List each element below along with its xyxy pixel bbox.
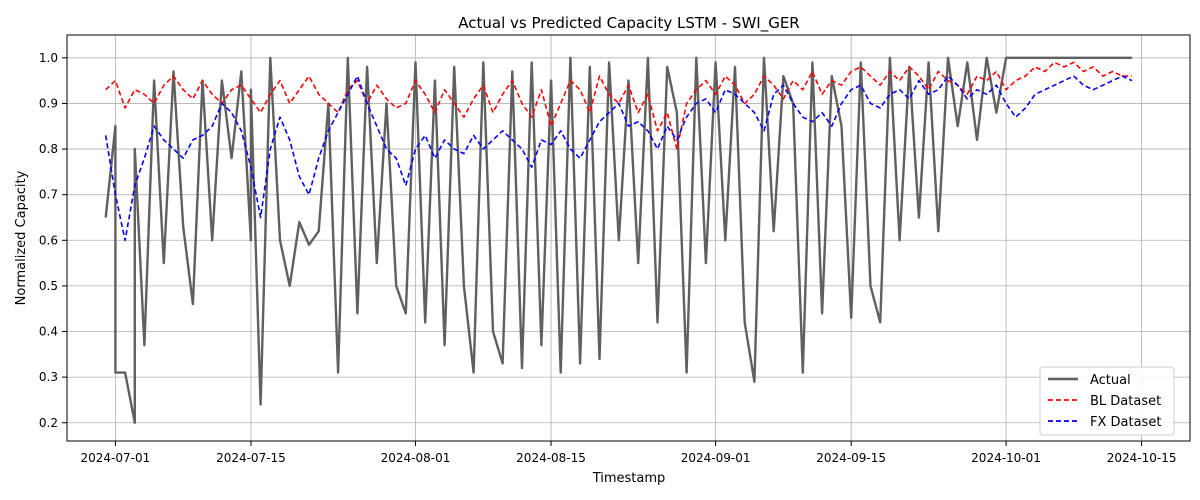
y-axis: 0.2 0.3 0.4 0.5 0.6 0.7 0.8 0.9 1.0 [39,51,67,430]
y-tick-label: 0.5 [39,279,58,293]
y-tick-label: 0.8 [39,142,58,156]
y-tick-label: 0.3 [39,370,58,384]
y-tick-label: 0.9 [39,96,58,110]
x-tick-label: 2024-07-01 [81,451,151,465]
chart-title: Actual vs Predicted Capacity LSTM - SWI_… [458,14,799,33]
y-tick-label: 0.6 [39,233,58,247]
series-line-actual [104,56,1132,424]
series-layer [104,56,1133,424]
x-tick-label: 2024-09-01 [681,451,751,465]
series-line-fx-dataset [104,75,1133,242]
y-axis-label: Normalized Capacity [14,170,29,305]
legend: Actual BL Dataset FX Dataset [1039,366,1175,436]
x-tick-label: 2024-10-15 [1107,451,1177,465]
legend-label-bl: BL Dataset [1090,394,1161,409]
grid [67,35,1190,441]
x-axis-label: Timestamp [592,471,666,486]
y-tick-label: 0.4 [39,325,58,339]
plot-area-frame [66,34,1191,442]
legend-label-actual: Actual [1090,373,1131,388]
x-tick-label: 2024-07-15 [216,451,286,465]
legend-label-fx: FX Dataset [1090,415,1161,430]
y-tick-label: 0.7 [39,188,58,202]
y-tick-label: 1.0 [39,51,58,65]
x-tick-label: 2024-08-01 [381,451,451,465]
legend-box [1039,366,1175,436]
y-tick-label: 0.2 [39,416,58,430]
x-axis: 2024-07-01 2024-07-15 2024-08-01 2024-08-15… [81,441,1177,465]
x-tick-label: 2024-10-01 [971,451,1041,465]
x-tick-label: 2024-08-15 [516,451,586,465]
x-tick-label: 2024-09-15 [816,451,886,465]
